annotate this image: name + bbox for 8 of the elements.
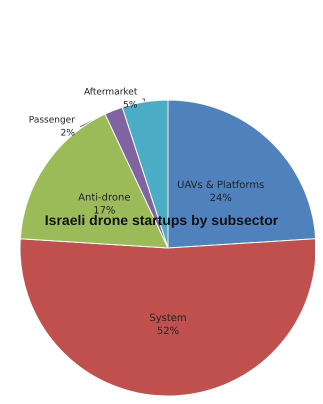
data-label: 24% [210, 192, 232, 204]
data-label: 52% [156, 326, 180, 337]
data-label: 2% [60, 128, 76, 138]
slice-label: Anti-drone [78, 192, 130, 204]
slice-label: System [149, 313, 187, 324]
slice-label: UAVs & Platforms [177, 180, 264, 191]
slice-label: Aftermarket [84, 87, 138, 98]
slice-label: Passenger [28, 115, 76, 126]
